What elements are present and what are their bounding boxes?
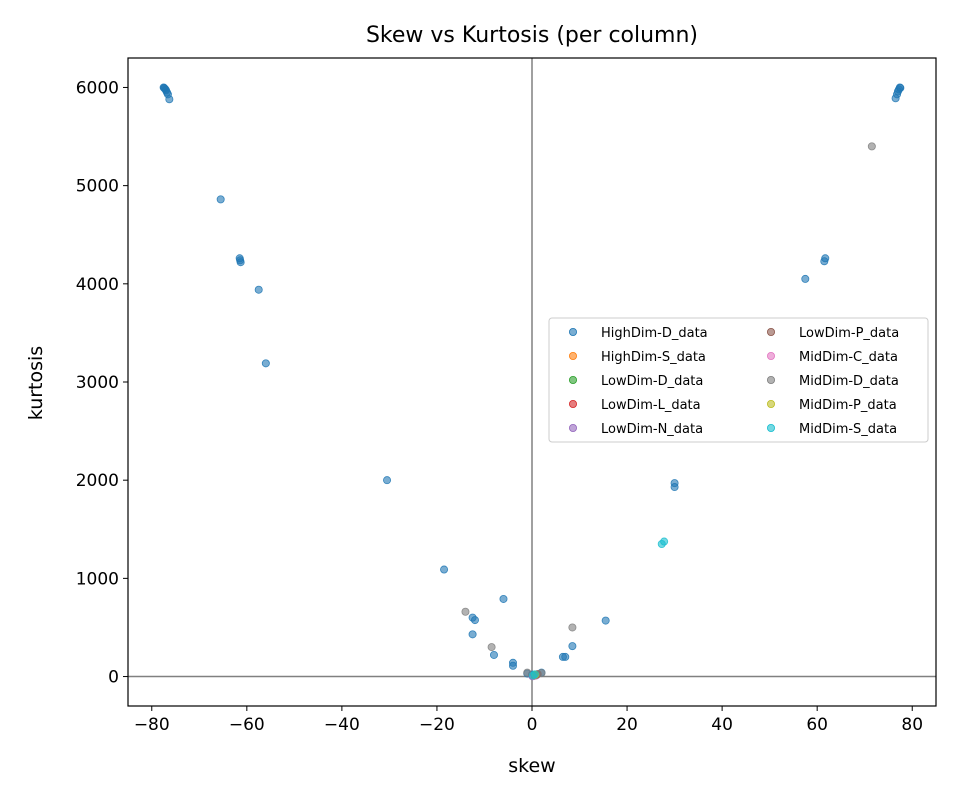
x-tick-label: 40 — [711, 715, 733, 735]
legend-marker — [569, 375, 578, 384]
scatter-point — [867, 142, 876, 151]
scatter-point — [821, 254, 830, 263]
y-tick-label: 1000 — [76, 569, 119, 589]
legend-entry-label: LowDim-L_data — [601, 398, 701, 413]
scatter-point — [508, 661, 517, 670]
legend-entry-label: MidDim-P_data — [799, 398, 897, 413]
legend-marker — [569, 351, 578, 360]
legend-entry-label: MidDim-D_data — [799, 374, 899, 389]
scatter-point — [236, 258, 245, 267]
x-tick-label: 20 — [616, 715, 638, 735]
legend-entry-label: LowDim-D_data — [601, 374, 703, 389]
legend: HighDim-D_data HighDim-S_data LowDim-D_dat… — [548, 317, 929, 443]
scatter-point — [165, 95, 174, 104]
scatter-point — [461, 607, 470, 616]
scatter-point — [660, 537, 669, 546]
scatter-point — [568, 642, 577, 651]
y-tick-label: 5000 — [76, 177, 119, 197]
legend-marker — [569, 423, 578, 432]
scatter-point — [261, 359, 270, 368]
legend-entry-label: MidDim-S_data — [799, 422, 897, 437]
y-tick-label: 4000 — [76, 275, 119, 295]
legend-marker — [569, 399, 578, 408]
scatter-point — [896, 83, 905, 92]
scatter-point — [601, 616, 610, 625]
x-tick-label: 60 — [806, 715, 828, 735]
y-tick-label: 0 — [108, 668, 119, 688]
scatter-point — [670, 483, 679, 492]
legend-marker — [569, 327, 578, 336]
legend-marker — [767, 399, 776, 408]
scatter-point — [801, 274, 810, 283]
y-tick-label: 2000 — [76, 471, 119, 491]
scatter-point — [383, 476, 392, 485]
scatter-point — [487, 643, 496, 652]
scatter-point — [440, 565, 449, 574]
x-tick-label: −20 — [419, 715, 455, 735]
y-tick-label: 3000 — [76, 373, 119, 393]
x-axis-ticks: −80 −60 −40 −20 0 20 40 60 80 — [134, 706, 923, 735]
x-tick-label: −60 — [229, 715, 265, 735]
scatter-point — [489, 650, 498, 659]
legend-entry-label: MidDim-C_data — [799, 350, 898, 365]
y-axis-ticks: 0 1000 2000 3000 4000 5000 6000 — [76, 78, 128, 688]
scatter-point — [568, 623, 577, 632]
scatter-point — [530, 670, 539, 679]
scatter-point — [499, 594, 508, 603]
legend-entry-label: HighDim-D_data — [601, 326, 708, 341]
scatter-point — [561, 652, 570, 661]
legend-entry-label: LowDim-N_data — [601, 422, 703, 437]
scatter-point — [254, 285, 263, 294]
x-tick-label: 0 — [527, 715, 538, 735]
x-axis-label: skew — [508, 755, 555, 777]
scatter-point — [470, 616, 479, 625]
scatter-point — [468, 630, 477, 639]
legend-marker — [767, 327, 776, 336]
legend-entry-label: LowDim-P_data — [799, 326, 899, 341]
legend-marker — [767, 351, 776, 360]
scatter-point — [216, 195, 225, 204]
y-tick-label: 6000 — [76, 78, 119, 98]
legend-marker — [767, 375, 776, 384]
legend-marker — [767, 423, 776, 432]
legend-box — [548, 317, 929, 443]
chart-title: Skew vs Kurtosis (per column) — [366, 23, 698, 48]
x-tick-label: −40 — [324, 715, 360, 735]
x-tick-label: −80 — [134, 715, 170, 735]
y-axis-label: kurtosis — [25, 346, 47, 420]
legend-entry-label: HighDim-S_data — [601, 350, 706, 365]
data-points — [159, 83, 905, 681]
x-tick-label: 80 — [901, 715, 923, 735]
